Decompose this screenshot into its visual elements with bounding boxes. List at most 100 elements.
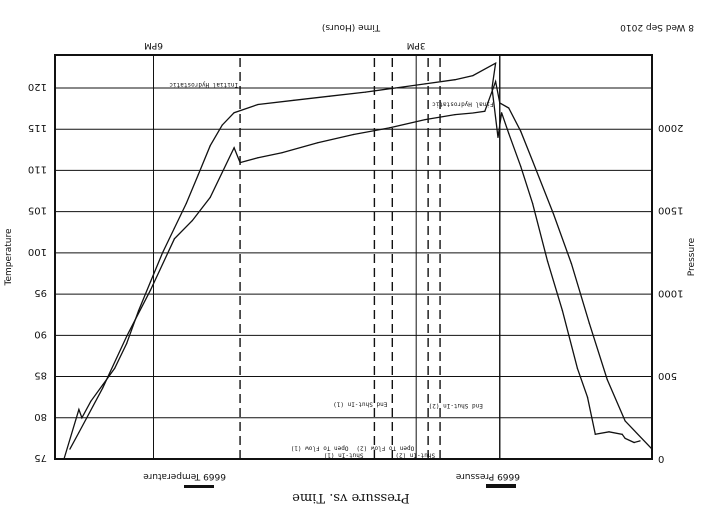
pressure-tick-2000: 2000 [658,122,683,133]
pressure-point-27 [126,335,128,338]
annotation-1: End Shut-In (2) [429,402,483,409]
annotation-3: Open To Flow (2) [356,444,414,451]
pressure-tick-0: 0 [658,453,664,464]
pressure-point-24 [191,219,193,222]
temperature-point-15 [491,87,493,89]
time-tick-6PM: 6PM [144,40,163,50]
pressure-point-30 [69,448,71,450]
temperature-point-2 [624,437,626,439]
temperature-point-23 [293,99,295,101]
temperature-tick-115: 115 [28,122,47,133]
temperature-tick-120: 120 [28,81,47,92]
pressure-point-19 [257,157,259,159]
pressure-point-4 [570,263,573,265]
temperature-point-25 [233,112,235,114]
pressure-point-26 [149,289,152,291]
temperature-tick-90: 90 [34,328,47,339]
temperature-point-19 [424,83,426,85]
temperature-point-38 [81,417,83,419]
temperature-point-8 [561,309,564,312]
temperature-series-line [63,62,641,460]
annotation-7: Initial Hydrostatic [169,81,238,88]
temperature-point-7 [576,367,578,369]
temperature-point-27 [209,145,211,147]
pressure-point-7 [520,130,522,132]
annotation-5: Shut-In (1) [324,452,364,459]
pressure-point-2 [606,378,608,381]
temperature-point-14 [497,136,499,139]
temperature-point-35 [114,367,116,369]
annotation-0: Final Hydrostatic [432,101,494,108]
temperature-point-5 [594,433,596,435]
annotation-6: Open To Flow (1) [291,444,349,451]
temperature-point-26 [221,124,223,126]
temperature-tick-110: 110 [28,163,47,174]
temperature-point-16 [494,62,497,64]
temperature-tick-75: 75 [34,452,47,463]
temperature-point-17 [472,75,474,77]
pressure-point-22 [233,147,235,149]
pressure-point-21 [239,162,241,164]
rotated-figure: Final Hydrostatic End Shut-In (2) Shut-In … [4,22,697,505]
legend-label-pressure: 6669 Pressure [455,471,520,481]
pressure-point-10 [494,80,497,83]
pressure-point-20 [245,160,247,162]
temperature-tick-100: 100 [28,246,47,257]
legend-label-temperature: 6669 Temperature [143,471,226,481]
pressure-point-15 [388,127,390,129]
temperature-point-4 [608,431,610,433]
temperature-point-28 [197,173,199,176]
pressure-point-25 [173,238,175,240]
legend-swatch-pressure [486,484,516,488]
pressure-point-8 [508,107,510,109]
temperature-axis-label: Temperature [4,228,14,286]
pressure-point-5 [552,213,555,215]
temperature-point-18 [454,79,456,81]
pressure-point-13 [454,114,456,116]
temperature-point-9 [546,260,549,262]
temperature-point-34 [126,342,128,345]
temperature-tick-95: 95 [34,287,47,298]
grid-lines [55,55,652,460]
pressure-point-3 [588,322,590,324]
temperature-point-24 [257,103,259,106]
temperature-point-13 [500,112,503,114]
temperature-point-32 [149,281,152,283]
temperature-point-21 [364,91,367,93]
temperature-point-1 [633,441,635,444]
annotation-4: End Shut-In (1) [333,400,387,407]
pressure-point-6 [532,160,534,162]
temperature-point-39 [78,408,80,411]
pressure-tick-500: 500 [658,370,677,381]
temperature-tick-105: 105 [28,205,47,216]
temperature-point-30 [173,227,175,229]
temperature-point-10 [532,202,534,205]
legend: 6669 Temperature 6669 Pressure [143,471,520,488]
pressure-point-1 [624,420,626,422]
temperature-tick-85: 85 [34,370,47,381]
temperature-point-6 [586,396,589,398]
pressure-point-17 [317,142,319,144]
pressure-point-12 [472,112,474,114]
event-markers [239,55,501,459]
temperature-tick-80: 80 [34,411,47,422]
legend-swatch-temperature [184,485,214,488]
plot-frame [54,54,653,460]
pressure-point-14 [424,118,426,121]
annotations: Final Hydrostatic End Shut-In (2) Shut-In … [169,81,494,459]
temperature-point-33 [137,309,140,312]
pressure-tick-1000: 1000 [658,287,683,298]
temperature-point-29 [185,202,187,205]
x-axis-label: Time (Hours) [322,22,381,32]
temperature-point-40 [63,458,65,460]
temperature-point-12 [508,132,510,134]
chart-title: Pressure vs. Time [292,490,410,505]
temperature-point-11 [520,165,522,167]
pressure-point-29 [78,431,80,434]
temperature-point-31 [161,252,164,254]
annotation-2: Shut-In (2) [395,452,435,459]
tick-labels: 75 80 85 90 95 100 105 110 115 120 0 500 1000 1500 200… [28,40,684,464]
pressure-point-23 [209,196,211,198]
pressure-point-18 [281,152,283,154]
